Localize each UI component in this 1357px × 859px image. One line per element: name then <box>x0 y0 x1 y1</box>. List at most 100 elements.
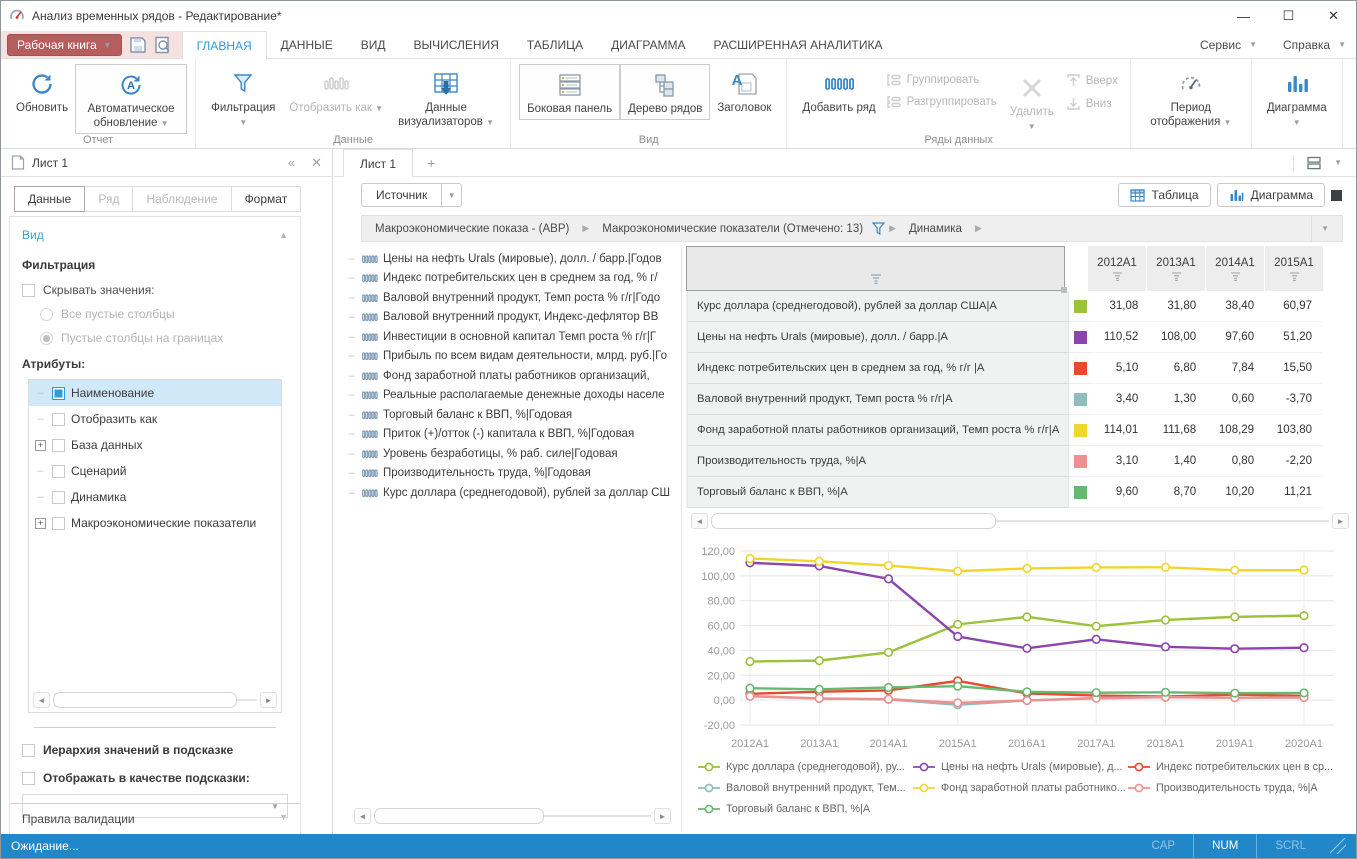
checkbox-icon[interactable] <box>52 464 65 478</box>
table-row[interactable]: Производительность труда, %|А 3,10 1,40 0,8… <box>687 446 1324 477</box>
value-cell[interactable]: 3,10 <box>1091 446 1150 477</box>
checkbox-icon[interactable] <box>22 283 35 297</box>
expand-icon[interactable]: + <box>35 517 46 529</box>
hide-values-checkbox[interactable]: Скрывать значения: <box>10 278 300 302</box>
minimize-button[interactable]: — <box>1237 8 1250 24</box>
menu-tab-3[interactable]: ВЫЧИСЛЕНИЯ <box>413 37 499 52</box>
data-point[interactable] <box>814 693 824 704</box>
checkbox-icon[interactable] <box>22 771 35 785</box>
checkbox-icon[interactable] <box>52 490 65 504</box>
scroll-right-icon[interactable]: ► <box>654 808 671 824</box>
series-tree-button[interactable]: Дерево рядов <box>620 64 711 120</box>
dock-icon[interactable] <box>1331 189 1342 201</box>
data-point[interactable] <box>1022 612 1032 622</box>
value-cell[interactable]: 7,84 <box>1207 353 1266 384</box>
data-point[interactable] <box>883 560 894 571</box>
value-cell[interactable]: 8,70 <box>1149 477 1208 508</box>
value-cell[interactable]: 0,80 <box>1207 446 1266 477</box>
legend-item[interactable]: Цены на нефть Urals (мировые), д... <box>913 761 1128 773</box>
series-list-item[interactable]: – Производительность труда, %|Годовая <box>346 464 681 484</box>
sheet-tab[interactable]: Лист 1 <box>343 149 414 177</box>
year-column-header[interactable]: 2013A1 <box>1147 246 1205 291</box>
legend-item[interactable]: Индекс потребительских цен в ср... <box>1128 761 1343 773</box>
expand-icon[interactable]: + <box>35 439 46 451</box>
tree-item[interactable]: – Динамика <box>29 484 281 510</box>
series-list-item[interactable]: – Приток (+)/отток (-) капитала к ВВП, %|… <box>346 425 681 445</box>
year-column-header[interactable]: 2012A1 <box>1088 246 1146 291</box>
scroll-left-icon[interactable]: ◄ <box>691 513 708 529</box>
breadcrumb-item-0[interactable]: Макроэкономические показа - (АВР) <box>375 222 570 235</box>
table-row[interactable]: Цены на нефть Urals (мировые), долл. / б… <box>687 322 1324 353</box>
value-cell[interactable]: 103,80 <box>1265 415 1324 446</box>
maximize-button[interactable]: ☐ <box>1282 8 1295 23</box>
data-point[interactable] <box>1022 643 1032 653</box>
table-row[interactable]: Торговый баланс к ВВП, %|А 9,60 8,70 10,20 1… <box>687 477 1324 508</box>
add-sheet-button[interactable]: + <box>427 154 436 171</box>
value-cell[interactable]: 108,29 <box>1207 415 1266 446</box>
value-cell[interactable]: 9,60 <box>1091 477 1150 508</box>
value-cell[interactable]: 15,50 <box>1265 353 1324 384</box>
title-button[interactable]: A Заголовок <box>710 64 778 118</box>
side-panel-button[interactable]: Боковая панель <box>519 64 621 120</box>
horizontal-scrollbar[interactable]: ◄ ► <box>33 692 277 708</box>
data-point[interactable] <box>1160 642 1171 652</box>
row-name-cell[interactable]: Курс доллара (среднегодовой), рублей за … <box>687 291 1070 322</box>
funnel-icon[interactable] <box>870 274 882 284</box>
value-cell[interactable]: -2,20 <box>1265 446 1324 477</box>
menu-tab-5[interactable]: ДИАГРАММА <box>611 37 686 52</box>
breadcrumb-item-2[interactable]: Динамика <box>908 222 962 235</box>
menu-справка[interactable]: Справка ▼ <box>1283 37 1346 52</box>
preview-icon[interactable] <box>154 36 172 54</box>
tree-item[interactable]: – Сценарий <box>29 458 281 484</box>
value-cell[interactable]: 11,21 <box>1265 477 1324 508</box>
data-point[interactable] <box>745 553 755 564</box>
legend-item[interactable]: Производительность труда, %|А <box>1128 782 1343 794</box>
funnel-icon[interactable] <box>1112 271 1123 281</box>
value-cell[interactable]: -3,70 <box>1265 384 1324 415</box>
row-name-cell[interactable]: Индекс потребительских цен в среднем за … <box>687 353 1070 384</box>
data-point[interactable] <box>1091 634 1101 644</box>
funnel-icon[interactable] <box>872 221 886 236</box>
workbook-button[interactable]: Рабочая книга ▼ <box>7 33 122 56</box>
tree-item[interactable]: + Макроэкономические показатели <box>29 510 281 536</box>
funnel-icon[interactable] <box>1289 271 1300 281</box>
value-cell[interactable]: 1,30 <box>1149 384 1208 415</box>
year-column-header[interactable]: 2015A1 <box>1265 246 1323 291</box>
table-row[interactable]: Фонд заработной платы работников организ… <box>687 415 1324 446</box>
data-point[interactable] <box>745 656 755 667</box>
row-name-cell[interactable]: Производительность труда, %|А <box>687 446 1070 477</box>
tooltip-combo[interactable]: ▼ <box>22 794 288 818</box>
line-chart[interactable]: 120,00 100,00 80,00 60,00 40,00 20,00 0,00 -20,… <box>686 541 1350 755</box>
hierarchy-tooltip-checkbox[interactable]: Иерархия значений в подсказке <box>10 738 300 762</box>
data-point[interactable] <box>883 647 894 658</box>
checkbox-icon[interactable] <box>22 743 35 757</box>
value-cell[interactable]: 97,60 <box>1207 322 1266 353</box>
close-panel-icon[interactable]: ✕ <box>311 154 322 170</box>
series-list-item[interactable]: – Инвестиции в основной капитал Темп рост… <box>346 327 681 347</box>
data-point[interactable] <box>1299 688 1309 698</box>
data-point[interactable] <box>1299 611 1309 621</box>
data-point[interactable] <box>883 574 894 584</box>
data-point[interactable] <box>1299 643 1309 653</box>
visualizer-data-button[interactable]: Данные визуализаторов ▼ <box>390 64 502 132</box>
tree-item[interactable]: – Наименование <box>29 380 281 406</box>
collapse-icon[interactable]: « <box>287 154 296 170</box>
menu-tab-4[interactable]: ТАБЛИЦА <box>526 37 584 52</box>
legend-item[interactable]: Фонд заработной платы работнико... <box>913 782 1128 794</box>
scroll-left-icon[interactable]: ◄ <box>33 692 50 708</box>
scroll-right-icon[interactable]: ► <box>260 692 277 708</box>
name-column-header[interactable] <box>686 246 1068 293</box>
data-point[interactable] <box>1022 563 1032 574</box>
refresh-button[interactable]: Обновить <box>9 64 75 118</box>
show-as-tooltip-checkbox[interactable]: Отображать в качестве подсказки: <box>10 766 300 790</box>
data-point[interactable] <box>883 694 894 704</box>
checkbox-icon[interactable] <box>52 412 65 426</box>
series-list-item[interactable]: – Реальные располагаемые денежные доходы … <box>346 386 681 406</box>
data-point[interactable] <box>1091 562 1101 573</box>
data-point[interactable] <box>814 684 824 694</box>
funnel-icon[interactable] <box>1171 271 1182 281</box>
layout-toggle-icon[interactable] <box>1306 156 1322 170</box>
menu-tab-6[interactable]: РАСШИРЕННАЯ АНАЛИТИКА <box>713 37 883 52</box>
row-name-cell[interactable]: Фонд заработной платы работников организ… <box>687 415 1070 446</box>
data-point[interactable] <box>1022 687 1032 697</box>
